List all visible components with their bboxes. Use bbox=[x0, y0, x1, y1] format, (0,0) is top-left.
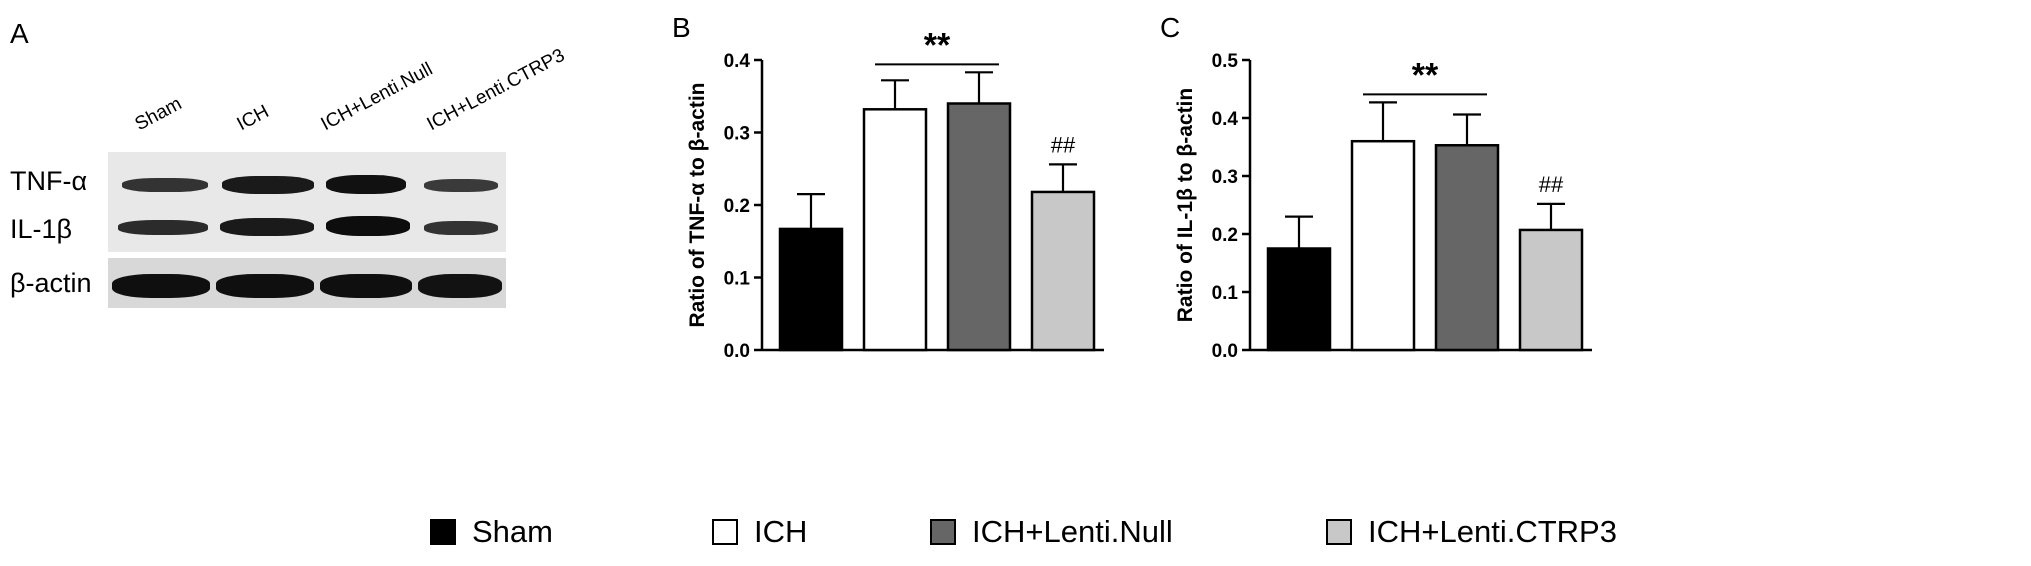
panel-letter-c: C bbox=[1160, 12, 1181, 43]
band-tnf-ich bbox=[222, 176, 314, 194]
chart-c-hash-label: ## bbox=[1539, 172, 1564, 197]
lane-label-ich-lenti-ctrp3: ICH+Lenti.CTRP3 bbox=[423, 44, 569, 136]
legend-item-ich-lenti-null: ICH+Lenti.Null bbox=[930, 508, 1173, 556]
lane-label-sham: Sham bbox=[131, 93, 186, 136]
chart-c-y-tick-label: 0.0 bbox=[1212, 341, 1238, 362]
chart-c-y-tick-label: 0.3 bbox=[1212, 167, 1238, 188]
band-il1b-ich bbox=[220, 218, 314, 236]
bar-chart-il1b: Ratio of IL-1β to β-actin 0.0 0.1 0.2 0.3 0.4… bbox=[1174, 51, 1592, 362]
panel-letter-a: A bbox=[10, 18, 29, 49]
chart-b-y-tick-label: 0.1 bbox=[724, 269, 751, 290]
chart-c-y-axis-label: Ratio of IL-1β to β-actin bbox=[1174, 88, 1197, 322]
band-tnf-null bbox=[326, 175, 406, 194]
chart-b-bar bbox=[1030, 190, 1096, 352]
chart-b-bar bbox=[946, 102, 1012, 352]
legend-swatch-ich-lenti-null bbox=[930, 519, 956, 545]
legend-item-ich: ICH bbox=[712, 508, 807, 556]
panel-letter-b: B bbox=[672, 12, 691, 43]
chart-c-y-tick-label: 0.2 bbox=[1212, 225, 1238, 246]
chart-b-y-tick-label: 0.0 bbox=[724, 341, 750, 362]
band-actin-ctrp3 bbox=[418, 274, 502, 298]
legend-swatch-ich bbox=[712, 519, 738, 545]
band-il1b-sham bbox=[118, 220, 208, 235]
band-actin-ich bbox=[216, 274, 314, 298]
legend-swatch-sham bbox=[430, 519, 456, 545]
band-actin-sham bbox=[112, 274, 210, 298]
legend-label-ich-lenti-null: ICH+Lenti.Null bbox=[972, 514, 1173, 549]
chart-c-bar bbox=[1518, 228, 1584, 352]
legend: Sham ICH ICH+Lenti.Null ICH+Lenti.CTRP3 bbox=[0, 508, 2031, 556]
legend-item-ich-lenti-ctrp3: ICH+Lenti.CTRP3 bbox=[1326, 508, 1617, 556]
chart-c-y-tick-label: 0.1 bbox=[1212, 283, 1239, 304]
western-blot-panel: Sham ICH ICH+Lenti.Null ICH+Lenti.CTRP3 … bbox=[0, 0, 800, 420]
chart-c-bar bbox=[1266, 247, 1332, 352]
chart-b-significance-label: ** bbox=[924, 26, 951, 64]
legend-swatch-ich-lenti-ctrp3 bbox=[1326, 519, 1352, 545]
gel-membrane-upper bbox=[108, 152, 506, 252]
legend-item-sham: Sham bbox=[430, 508, 553, 556]
lane-label-ich: ICH bbox=[233, 101, 273, 136]
chart-c-y-tick-label: 0.5 bbox=[1212, 51, 1239, 72]
chart-b-y-tick-label: 0.3 bbox=[724, 124, 750, 145]
bar-chart-tnf: Ratio of TNF-α to β-actin 0.0 0.1 0.2 0.3 0.4… bbox=[686, 26, 1104, 362]
chart-b-y-axis-label: Ratio of TNF-α to β-actin bbox=[686, 82, 709, 327]
chart-b-y-tick-label: 0.2 bbox=[724, 196, 750, 217]
chart-b-bar bbox=[778, 227, 844, 352]
band-il1b-null bbox=[326, 216, 410, 236]
lane-label-ich-lenti-null: ICH+Lenti.Null bbox=[317, 58, 437, 136]
chart-c-bar bbox=[1350, 139, 1416, 352]
chart-b-bar bbox=[862, 108, 928, 352]
band-tnf-ctrp3 bbox=[424, 179, 498, 192]
band-actin-null bbox=[320, 274, 412, 298]
chart-c-y-tick-label: 0.4 bbox=[1212, 109, 1239, 130]
chart-b-y-tick-label: 0.4 bbox=[724, 51, 751, 72]
chart-b-hash-label: ## bbox=[1051, 132, 1076, 157]
chart-c-significance-label: ** bbox=[1412, 56, 1439, 94]
legend-label-sham: Sham bbox=[472, 514, 553, 549]
chart-c-bar bbox=[1434, 144, 1500, 352]
band-tnf-sham bbox=[122, 178, 208, 192]
legend-label-ich: ICH bbox=[754, 514, 808, 549]
row-label-actin: β-actin bbox=[10, 268, 92, 298]
row-label-il1b: IL-1β bbox=[10, 214, 73, 244]
row-label-tnf: TNF-α bbox=[10, 166, 88, 196]
band-il1b-ctrp3 bbox=[424, 221, 498, 235]
legend-label-ich-lenti-ctrp3: ICH+Lenti.CTRP3 bbox=[1368, 514, 1617, 549]
